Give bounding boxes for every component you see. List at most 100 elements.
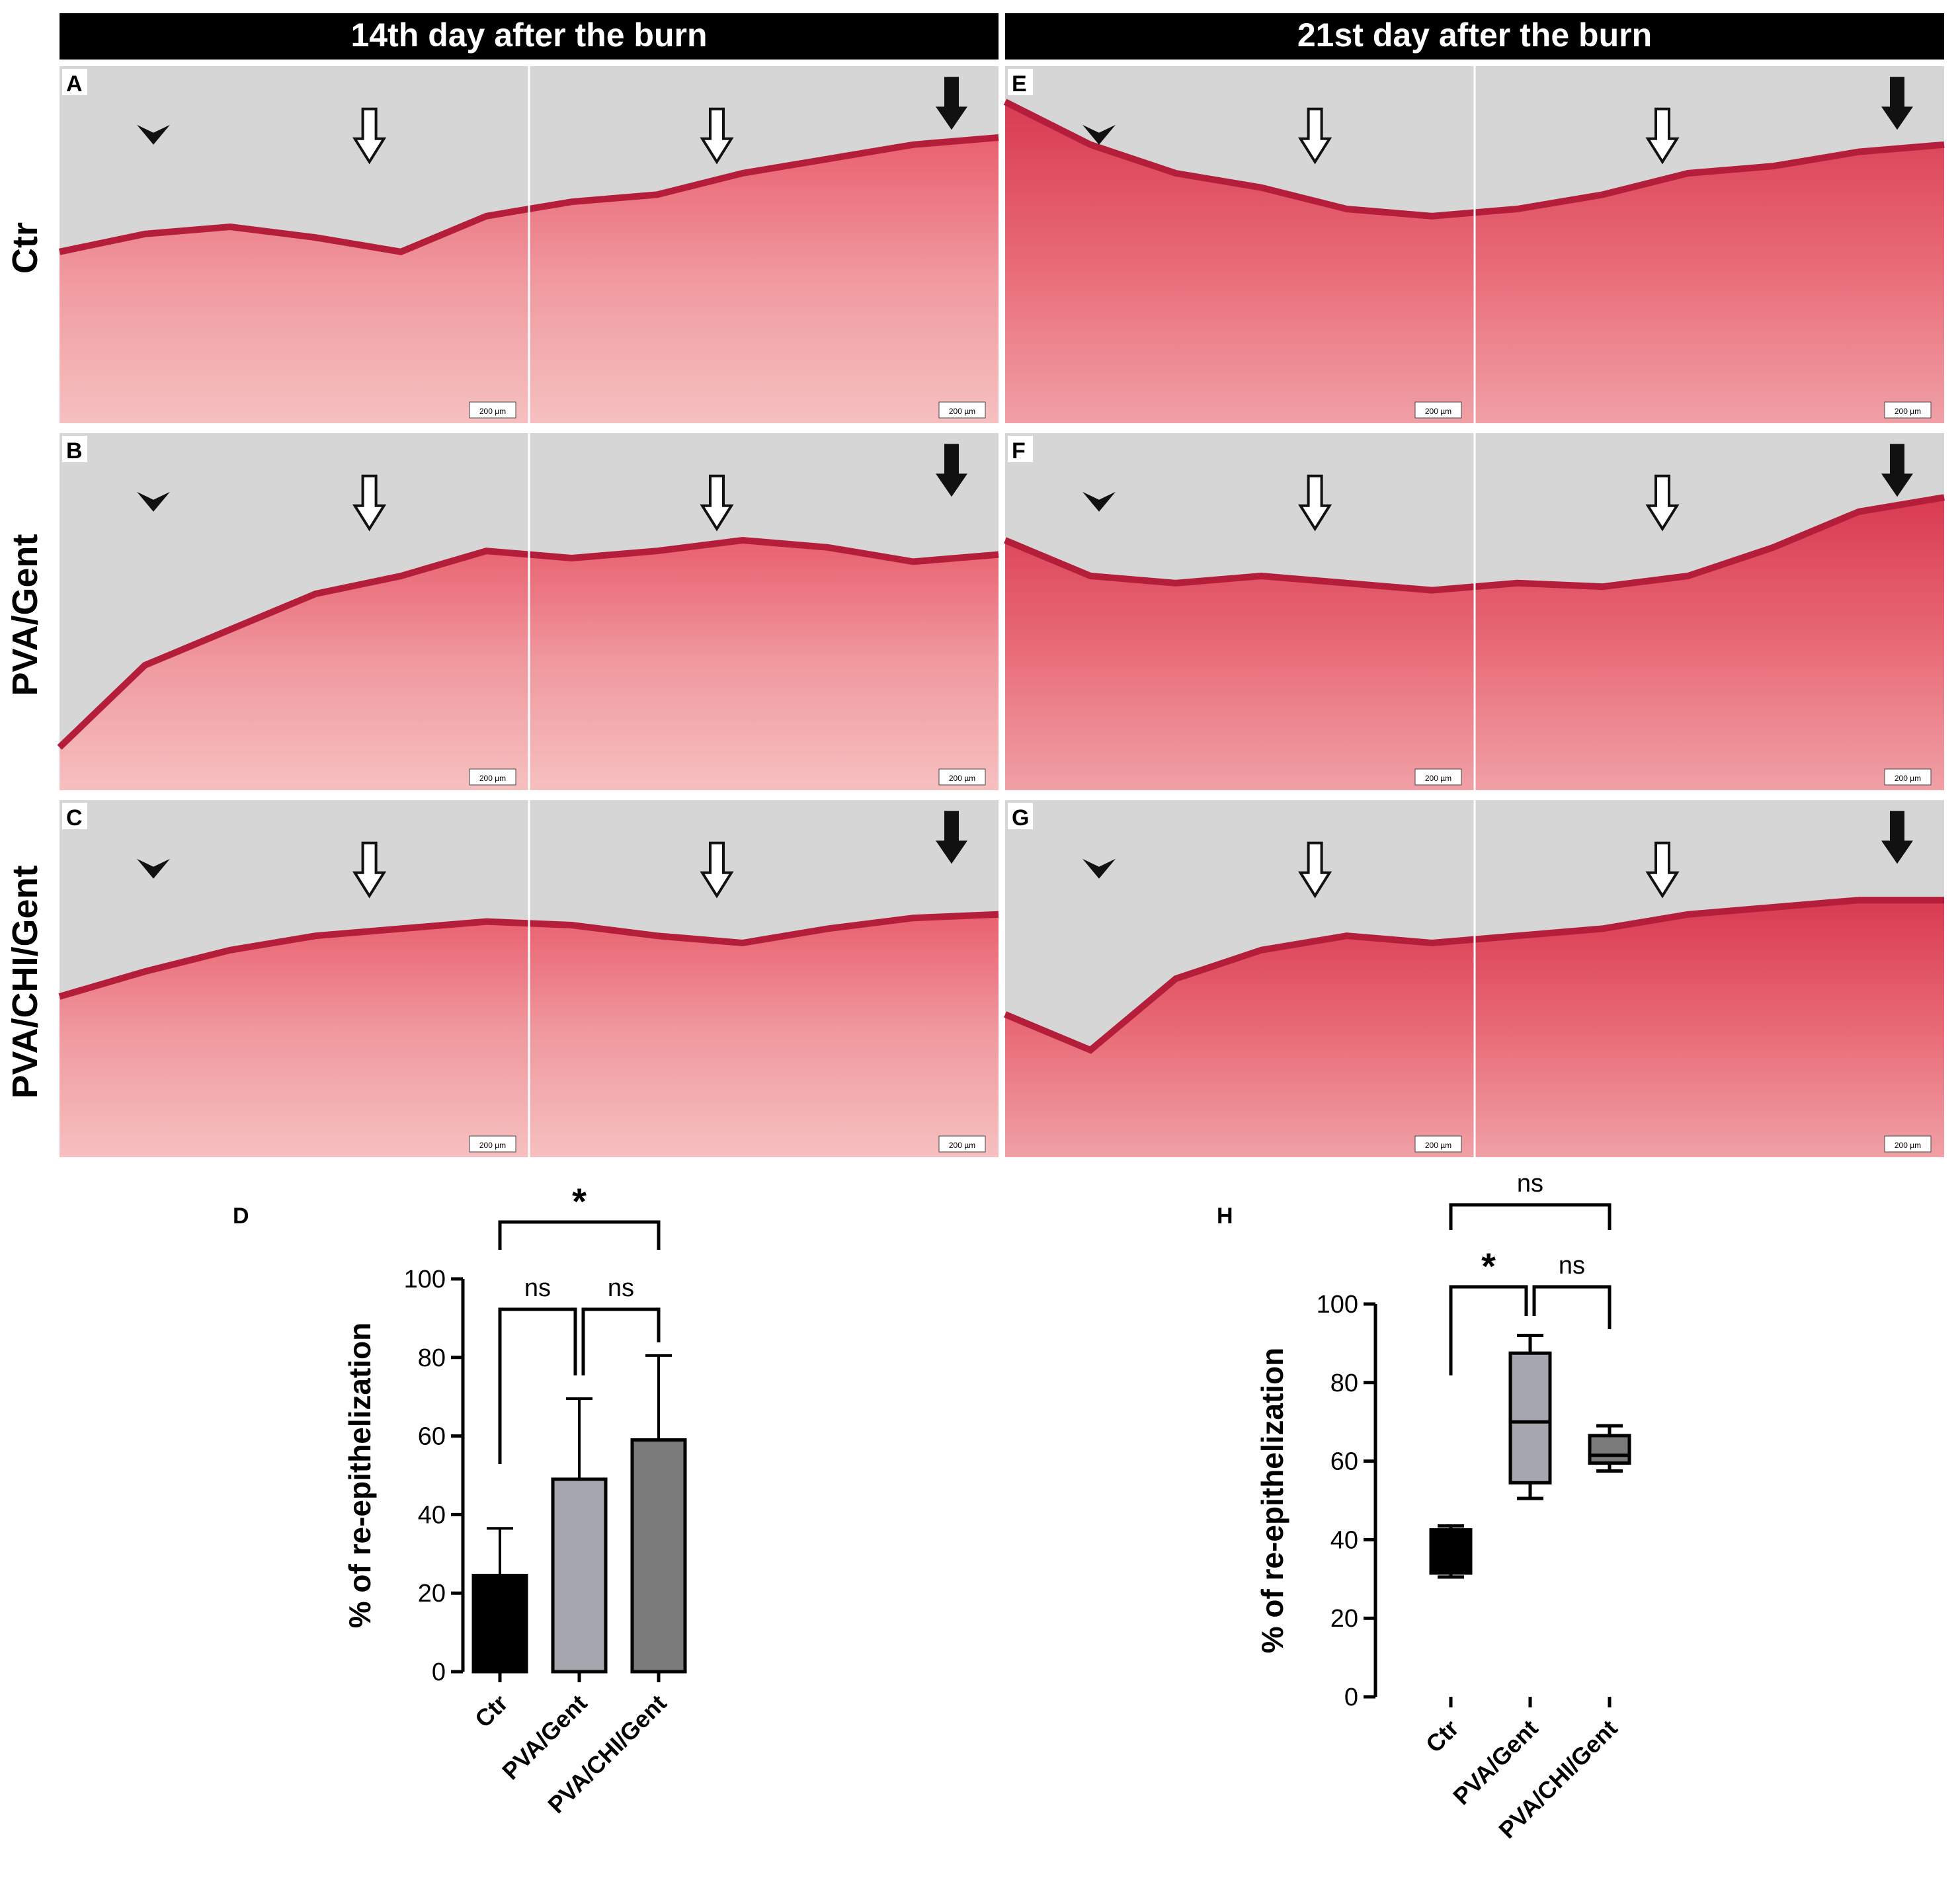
open-arrow-marker [1297,841,1332,899]
box [1588,1434,1631,1465]
filled-arrow-marker [1881,811,1913,864]
scale-bar [1884,1135,1932,1153]
filled-arrow-marker [1881,444,1913,497]
significance-label: ns [1517,1170,1543,1198]
x-tick-label: Ctr [470,1690,513,1733]
panel-letter-bg [62,436,87,462]
panel-letter: E [1012,71,1027,97]
scale-bar-label: 200 µm [1425,1141,1451,1150]
wound-markers [137,444,967,532]
arrowhead-marker [1082,124,1116,145]
panel-letter-bg [1008,69,1033,95]
open-arrow-marker [352,474,387,532]
y-tick-label: 0 [1344,1684,1358,1711]
significance-bracket [1449,1203,1612,1230]
scale-bar [938,401,986,419]
arrowhead-marker [1082,491,1116,512]
significance-label: * [572,1180,587,1222]
arrowhead-marker [137,858,170,879]
row-label-pva-chi-gent: PVA/CHI/Gent [5,865,45,1098]
wound-markers [1082,811,1913,899]
scale-bar-label: 200 µm [479,1141,506,1150]
panel-letter-bg [1008,436,1033,462]
y-tick-label: 0 [432,1658,446,1686]
panel-letter: B [66,438,83,464]
scale-bar [469,1135,516,1153]
panel-letter: F [1012,438,1026,464]
y-tick-label: 80 [1330,1369,1358,1397]
y-tick-label: 20 [418,1580,446,1608]
panel-letter-d: D [233,1204,249,1229]
open-arrow-marker [700,474,734,532]
panel-letter-h: H [1217,1204,1233,1229]
scale-bar-label: 200 µm [479,774,506,783]
open-arrow-marker [1645,474,1680,532]
arrowhead-marker [137,491,170,512]
y-tick-label: 60 [1330,1448,1358,1476]
arrowhead-marker [137,124,170,145]
y-tick-label: 40 [1330,1526,1358,1554]
open-arrow-marker [700,107,734,165]
micrograph-grid: A 200 µm 200 µm B 200 µm 200 µm C 200 µm 200 µm E… [57,66,1945,1157]
scale-bar [1884,768,1932,786]
open-arrow-marker [352,841,387,899]
scale-bar [1884,401,1932,419]
scale-bar-label: 200 µm [1425,774,1451,783]
scale-bar-label: 200 µm [949,1141,975,1150]
significance-bracket [581,1307,661,1375]
open-arrow-marker [700,841,734,899]
scale-bar-label: 200 µm [949,774,975,783]
scale-bar [938,1135,986,1153]
bar [630,1438,687,1674]
y-axis-label: % of re-epithelization [1255,1348,1289,1654]
row-label-pva-gent: PVA/Gent [5,534,45,696]
row-label-ctr: Ctr [5,222,45,274]
open-arrow-marker [1297,474,1332,532]
micrograph-panel: F 200 µm 200 µm [1004,433,1945,790]
wound-markers [1082,77,1913,165]
panel-letter: G [1012,805,1029,831]
wound-markers [1082,444,1913,532]
significance-bracket [498,1307,577,1464]
panel-letter-bg [1008,803,1033,829]
wound-markers [137,77,967,165]
panel-letter-bg [62,803,87,829]
header-left: 14th day after the burn [60,13,999,60]
header-right-text: 21st day after the burn [1297,17,1652,54]
scale-bar-label: 200 µm [479,407,506,416]
filled-arrow-marker [1881,77,1913,130]
y-tick-label: 80 [418,1344,446,1372]
micrograph-panel: B 200 µm 200 µm [57,433,999,790]
scale-bar-label: 200 µm [1425,407,1451,416]
header-left-text: 14th day after the burn [351,17,708,54]
panel-letter-bg [62,69,87,95]
significance-label: ns [1559,1252,1585,1280]
y-tick-label: 20 [1330,1605,1358,1633]
significance-label: * [1481,1245,1496,1287]
y-tick-label: 100 [1317,1291,1358,1319]
filled-arrow-marker [936,77,967,130]
scale-bar [1414,1135,1462,1153]
bar [551,1477,608,1674]
micrograph-panel: A 200 µm 200 µm [58,66,999,423]
significance-bracket [498,1220,661,1250]
scale-bar [469,401,516,419]
open-arrow-marker [1297,107,1332,165]
significance-bracket [1449,1285,1528,1375]
panel-letter: C [66,805,83,831]
scale-bar-label: 200 µm [1895,774,1921,783]
scale-bar [938,768,986,786]
scale-bar-label: 200 µm [949,407,975,416]
open-arrow-marker [352,107,387,165]
scale-bar-label: 200 µm [1895,1141,1921,1150]
significance-bracket [1532,1285,1612,1329]
filled-arrow-marker [936,444,967,497]
header-right: 21st day after the burn [1005,13,1944,60]
scale-bar-label: 200 µm [1895,407,1921,416]
y-tick-label: 100 [404,1266,446,1293]
scale-bar [1414,768,1462,786]
panel-letter: A [66,71,83,97]
open-arrow-marker [1645,107,1680,165]
